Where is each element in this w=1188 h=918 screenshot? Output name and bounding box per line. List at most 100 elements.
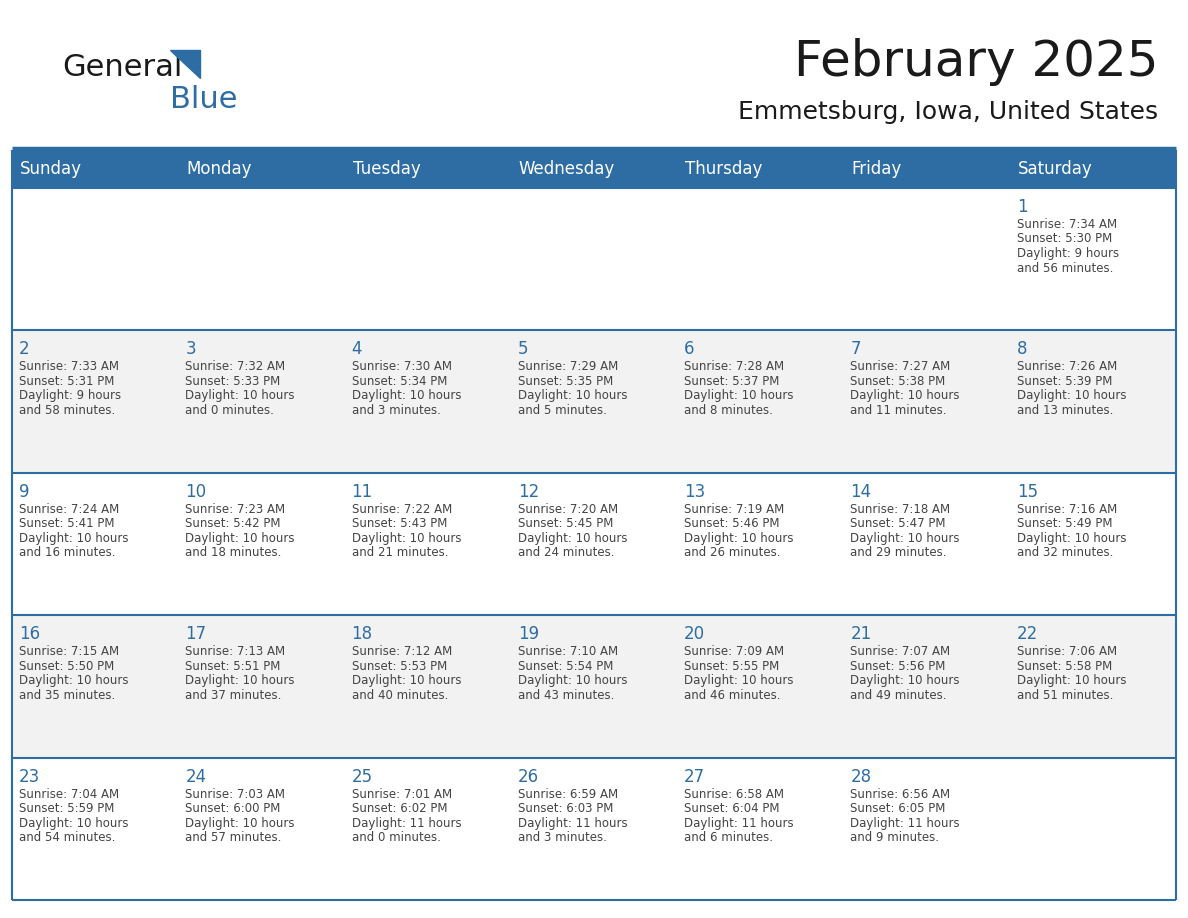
Text: Daylight: 10 hours: Daylight: 10 hours xyxy=(851,674,960,688)
Text: Sunset: 6:05 PM: Sunset: 6:05 PM xyxy=(851,802,946,815)
Text: Sunrise: 7:04 AM: Sunrise: 7:04 AM xyxy=(19,788,119,800)
Text: Sunrise: 7:28 AM: Sunrise: 7:28 AM xyxy=(684,361,784,374)
Bar xyxy=(12,330,178,473)
Text: and 8 minutes.: and 8 minutes. xyxy=(684,404,773,417)
Text: Sunrise: 6:59 AM: Sunrise: 6:59 AM xyxy=(518,788,618,800)
Text: 16: 16 xyxy=(19,625,40,644)
Text: Sunrise: 7:30 AM: Sunrise: 7:30 AM xyxy=(352,361,451,374)
Text: Sunrise: 7:12 AM: Sunrise: 7:12 AM xyxy=(352,645,451,658)
Text: Sunrise: 7:01 AM: Sunrise: 7:01 AM xyxy=(352,788,451,800)
Text: and 40 minutes.: and 40 minutes. xyxy=(352,688,448,701)
Bar xyxy=(511,615,677,757)
Text: Sunrise: 6:56 AM: Sunrise: 6:56 AM xyxy=(851,788,950,800)
Text: Sunset: 5:42 PM: Sunset: 5:42 PM xyxy=(185,518,280,531)
Bar xyxy=(511,757,677,900)
Text: Sunset: 5:54 PM: Sunset: 5:54 PM xyxy=(518,660,613,673)
Text: Tuesday: Tuesday xyxy=(353,160,421,178)
Text: 10: 10 xyxy=(185,483,207,501)
Text: Sunset: 5:43 PM: Sunset: 5:43 PM xyxy=(352,518,447,531)
Text: and 16 minutes.: and 16 minutes. xyxy=(19,546,115,559)
Bar xyxy=(178,757,345,900)
Bar xyxy=(677,615,843,757)
Text: Sunset: 6:00 PM: Sunset: 6:00 PM xyxy=(185,802,280,815)
Text: Daylight: 10 hours: Daylight: 10 hours xyxy=(1017,389,1126,402)
Text: Sunrise: 7:23 AM: Sunrise: 7:23 AM xyxy=(185,503,285,516)
Text: 11: 11 xyxy=(352,483,373,501)
Text: 28: 28 xyxy=(851,767,872,786)
Text: Friday: Friday xyxy=(852,160,902,178)
Text: and 57 minutes.: and 57 minutes. xyxy=(185,831,282,844)
Bar xyxy=(12,757,178,900)
Text: Sunrise: 7:33 AM: Sunrise: 7:33 AM xyxy=(19,361,119,374)
Text: Daylight: 10 hours: Daylight: 10 hours xyxy=(352,674,461,688)
Text: and 11 minutes.: and 11 minutes. xyxy=(851,404,947,417)
Text: and 0 minutes.: and 0 minutes. xyxy=(185,404,274,417)
Polygon shape xyxy=(170,50,200,78)
Text: 22: 22 xyxy=(1017,625,1038,644)
Text: Sunset: 5:49 PM: Sunset: 5:49 PM xyxy=(1017,518,1112,531)
Text: and 5 minutes.: and 5 minutes. xyxy=(518,404,607,417)
Text: Wednesday: Wednesday xyxy=(519,160,615,178)
Text: Daylight: 11 hours: Daylight: 11 hours xyxy=(851,817,960,830)
Text: Sunset: 5:50 PM: Sunset: 5:50 PM xyxy=(19,660,114,673)
Text: 3: 3 xyxy=(185,341,196,358)
Text: Sunrise: 7:26 AM: Sunrise: 7:26 AM xyxy=(1017,361,1117,374)
Text: Daylight: 11 hours: Daylight: 11 hours xyxy=(352,817,461,830)
Bar xyxy=(178,615,345,757)
Text: Sunset: 5:59 PM: Sunset: 5:59 PM xyxy=(19,802,114,815)
Text: Sunrise: 7:15 AM: Sunrise: 7:15 AM xyxy=(19,645,119,658)
Text: Sunset: 5:46 PM: Sunset: 5:46 PM xyxy=(684,518,779,531)
Bar xyxy=(843,330,1010,473)
Text: Daylight: 10 hours: Daylight: 10 hours xyxy=(1017,532,1126,544)
Text: and 24 minutes.: and 24 minutes. xyxy=(518,546,614,559)
Text: Monday: Monday xyxy=(187,160,252,178)
Text: Daylight: 10 hours: Daylight: 10 hours xyxy=(352,389,461,402)
Text: 14: 14 xyxy=(851,483,872,501)
Text: and 9 minutes.: and 9 minutes. xyxy=(851,831,940,844)
Text: 20: 20 xyxy=(684,625,706,644)
Text: Sunrise: 7:34 AM: Sunrise: 7:34 AM xyxy=(1017,218,1117,231)
Text: Daylight: 10 hours: Daylight: 10 hours xyxy=(19,532,128,544)
Text: Sunrise: 7:22 AM: Sunrise: 7:22 AM xyxy=(352,503,451,516)
Text: and 21 minutes.: and 21 minutes. xyxy=(352,546,448,559)
Text: Sunrise: 7:32 AM: Sunrise: 7:32 AM xyxy=(185,361,285,374)
Text: 26: 26 xyxy=(518,767,539,786)
Text: Sunset: 5:41 PM: Sunset: 5:41 PM xyxy=(19,518,114,531)
Bar xyxy=(1010,615,1176,757)
Text: Sunrise: 7:24 AM: Sunrise: 7:24 AM xyxy=(19,503,119,516)
Text: Sunset: 5:34 PM: Sunset: 5:34 PM xyxy=(352,375,447,388)
Bar xyxy=(843,473,1010,615)
Text: Sunset: 6:02 PM: Sunset: 6:02 PM xyxy=(352,802,447,815)
Bar xyxy=(843,757,1010,900)
Text: Daylight: 9 hours: Daylight: 9 hours xyxy=(19,389,121,402)
Bar xyxy=(345,188,511,330)
Text: and 29 minutes.: and 29 minutes. xyxy=(851,546,947,559)
Bar xyxy=(178,330,345,473)
Text: 18: 18 xyxy=(352,625,373,644)
Text: Daylight: 10 hours: Daylight: 10 hours xyxy=(185,674,295,688)
Text: Sunset: 6:04 PM: Sunset: 6:04 PM xyxy=(684,802,779,815)
Text: Sunrise: 7:27 AM: Sunrise: 7:27 AM xyxy=(851,361,950,374)
Text: Daylight: 10 hours: Daylight: 10 hours xyxy=(851,532,960,544)
Bar xyxy=(178,473,345,615)
Text: and 32 minutes.: and 32 minutes. xyxy=(1017,546,1113,559)
Bar xyxy=(677,330,843,473)
Text: Daylight: 10 hours: Daylight: 10 hours xyxy=(518,389,627,402)
Text: Sunset: 5:35 PM: Sunset: 5:35 PM xyxy=(518,375,613,388)
Bar xyxy=(677,473,843,615)
Text: Sunrise: 7:10 AM: Sunrise: 7:10 AM xyxy=(518,645,618,658)
Text: 5: 5 xyxy=(518,341,529,358)
Text: 8: 8 xyxy=(1017,341,1028,358)
Bar xyxy=(12,615,178,757)
Text: 23: 23 xyxy=(19,767,40,786)
Bar xyxy=(1010,330,1176,473)
Bar xyxy=(12,150,1176,188)
Text: and 3 minutes.: and 3 minutes. xyxy=(352,404,441,417)
Bar xyxy=(677,757,843,900)
Text: 24: 24 xyxy=(185,767,207,786)
Text: Daylight: 11 hours: Daylight: 11 hours xyxy=(684,817,794,830)
Text: Daylight: 10 hours: Daylight: 10 hours xyxy=(518,674,627,688)
Text: and 37 minutes.: and 37 minutes. xyxy=(185,688,282,701)
Text: Sunset: 5:53 PM: Sunset: 5:53 PM xyxy=(352,660,447,673)
Text: Daylight: 10 hours: Daylight: 10 hours xyxy=(684,674,794,688)
